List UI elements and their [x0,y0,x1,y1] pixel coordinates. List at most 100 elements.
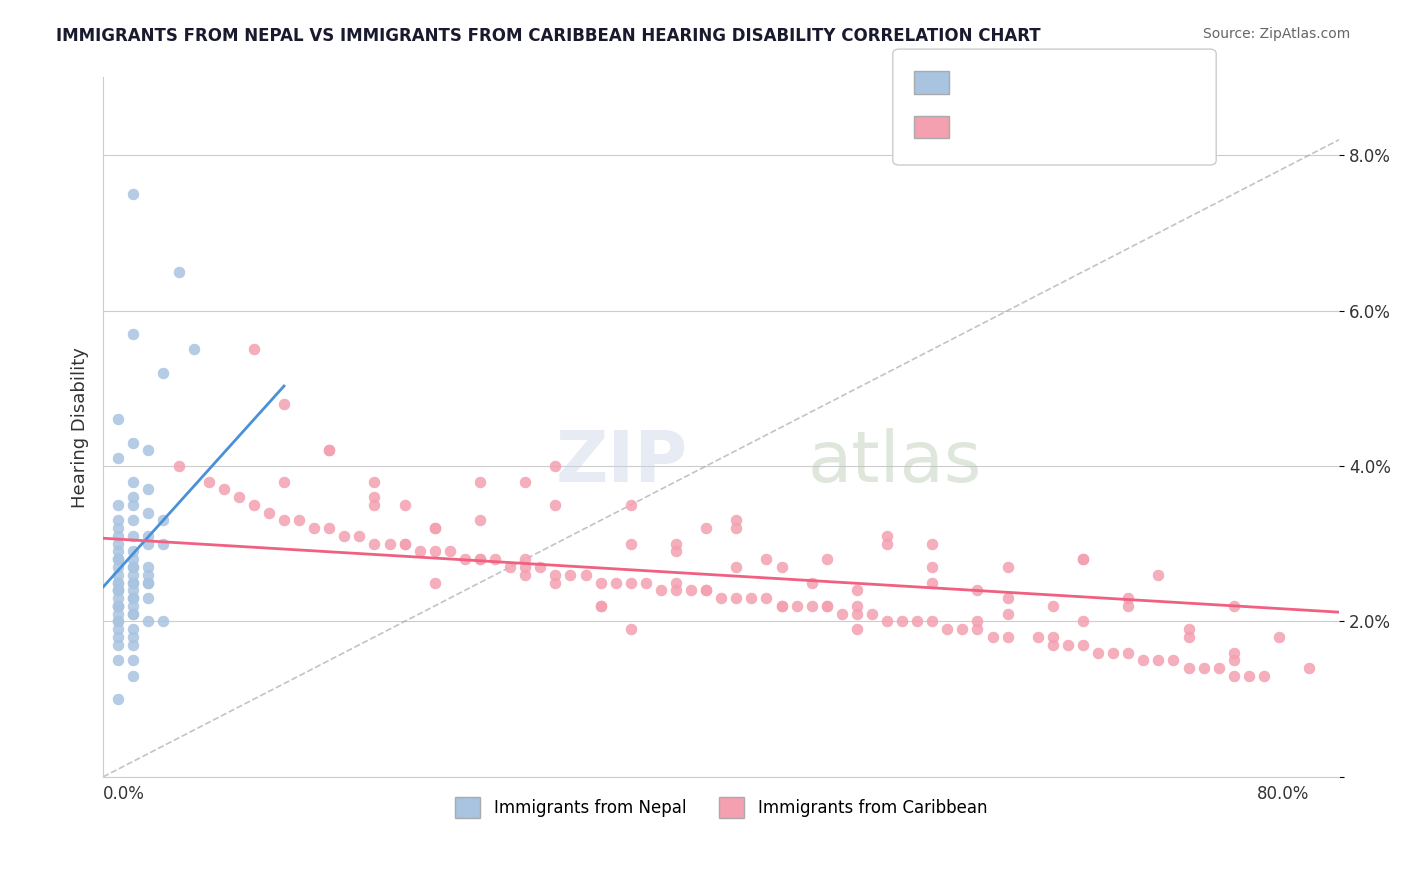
Point [138,567,160,582]
Point [1298,661,1320,675]
Point [665,575,688,590]
Point [921,537,943,551]
Point [212,483,235,497]
Point [1177,661,1199,675]
Point [815,599,838,613]
Point [845,599,868,613]
Point [997,591,1019,606]
Point [107,451,129,466]
Point [409,544,432,558]
Point [620,622,643,636]
Point [243,498,266,512]
Point [589,575,612,590]
Point [107,513,129,527]
Point [378,537,401,551]
Point [710,591,733,606]
Point [107,529,129,543]
Point [138,529,160,543]
Point [152,366,174,380]
Point [681,583,703,598]
Point [122,575,145,590]
Point [921,560,943,574]
Point [755,591,778,606]
Point [468,552,491,566]
Point [273,397,295,411]
Point [921,615,943,629]
Point [243,343,266,357]
Point [860,607,883,621]
Point [183,343,205,357]
Point [107,552,129,566]
Point [981,630,1004,644]
Point [936,622,959,636]
Point [439,544,461,558]
Point [831,607,853,621]
Point [394,498,416,512]
Point [122,583,145,598]
Point [107,560,129,574]
Point [302,521,325,535]
Point [107,567,129,582]
Point [1071,552,1094,566]
Point [138,615,160,629]
Text: IMMIGRANTS FROM NEPAL VS IMMIGRANTS FROM CARIBBEAN HEARING DISABILITY CORRELATIO: IMMIGRANTS FROM NEPAL VS IMMIGRANTS FROM… [56,27,1040,45]
Point [138,560,160,574]
Point [107,692,129,706]
Point [138,443,160,458]
Text: R =: R = [959,76,987,90]
Point [695,583,717,598]
Point [273,513,295,527]
Point [725,513,748,527]
Point [800,575,823,590]
Point [845,607,868,621]
Point [1042,638,1064,652]
Point [363,537,385,551]
Point [1132,653,1154,667]
Point [394,537,416,551]
Point [122,653,145,667]
Point [122,513,145,527]
Point [620,498,643,512]
Point [107,622,129,636]
Y-axis label: Hearing Disability: Hearing Disability [72,347,89,508]
Point [107,583,129,598]
Point [122,435,145,450]
Point [966,583,988,598]
Legend: Immigrants from Nepal, Immigrants from Caribbean: Immigrants from Nepal, Immigrants from C… [449,791,994,824]
Point [620,537,643,551]
Point [122,669,145,683]
Point [107,544,129,558]
Point [1116,599,1139,613]
Text: 0.0%: 0.0% [103,785,145,804]
Point [122,552,145,566]
Point [1192,661,1215,675]
Point [1237,669,1260,683]
Point [122,567,145,582]
Point [560,567,582,582]
Point [318,443,340,458]
Text: R =: R = [959,120,987,135]
Point [333,529,356,543]
Point [122,326,145,341]
Point [122,560,145,574]
Point [845,622,868,636]
Point [1222,653,1244,667]
Point [363,498,385,512]
Point [107,412,129,426]
Point [997,607,1019,621]
Point [1071,638,1094,652]
Point [122,490,145,504]
Point [695,521,717,535]
Point [349,529,371,543]
Point [589,599,612,613]
Point [138,483,160,497]
Point [107,615,129,629]
Point [122,607,145,621]
Point [1253,669,1275,683]
Point [1177,622,1199,636]
Point [1222,646,1244,660]
Point [800,599,823,613]
Point [515,552,537,566]
Point [1057,638,1080,652]
Point [876,537,898,551]
